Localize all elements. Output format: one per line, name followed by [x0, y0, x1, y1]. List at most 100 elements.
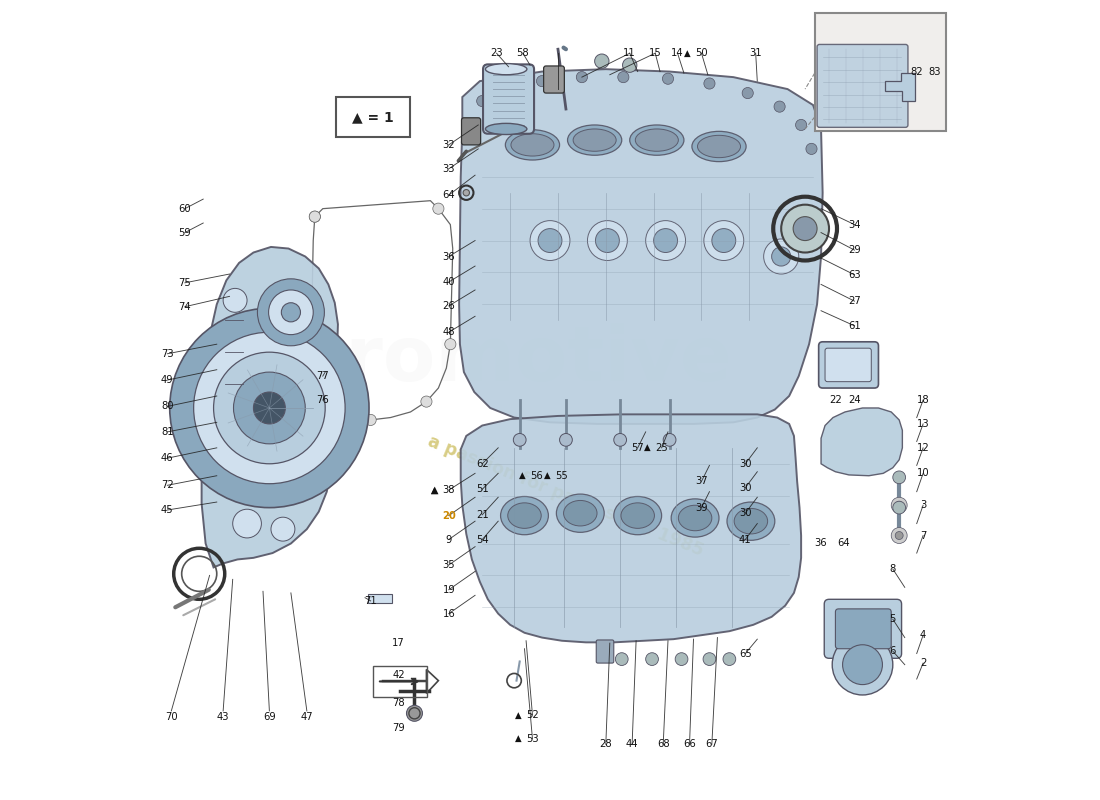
Ellipse shape — [485, 63, 527, 74]
Text: 30: 30 — [739, 458, 751, 469]
Polygon shape — [201, 247, 338, 567]
Circle shape — [587, 221, 627, 261]
Text: 72: 72 — [161, 480, 174, 490]
Circle shape — [194, 332, 345, 484]
Text: 20: 20 — [442, 510, 455, 521]
Text: 77: 77 — [317, 371, 329, 381]
Circle shape — [538, 229, 562, 253]
Text: 6: 6 — [890, 646, 896, 656]
Ellipse shape — [510, 134, 554, 156]
Text: 46: 46 — [161, 453, 174, 463]
Text: 48: 48 — [442, 327, 455, 338]
Circle shape — [781, 205, 829, 253]
Text: 64: 64 — [442, 190, 455, 200]
Polygon shape — [461, 414, 801, 642]
Text: 19: 19 — [442, 585, 455, 594]
Text: 9: 9 — [446, 534, 452, 545]
Circle shape — [407, 706, 422, 722]
FancyBboxPatch shape — [815, 13, 946, 130]
Circle shape — [742, 87, 754, 98]
Ellipse shape — [629, 125, 684, 155]
Bar — [368, 594, 393, 603]
Text: 47: 47 — [300, 712, 313, 722]
Circle shape — [595, 229, 619, 253]
Circle shape — [282, 302, 300, 322]
Text: ▲: ▲ — [515, 734, 521, 743]
Text: 79: 79 — [393, 723, 405, 734]
Text: 73: 73 — [161, 349, 174, 358]
Text: 78: 78 — [393, 698, 405, 708]
Circle shape — [595, 54, 609, 68]
Text: ▲: ▲ — [431, 486, 438, 494]
Polygon shape — [459, 69, 823, 424]
Text: 41: 41 — [739, 534, 751, 545]
Text: 51: 51 — [476, 484, 488, 494]
Text: 83: 83 — [928, 66, 940, 77]
Text: 75: 75 — [178, 278, 191, 288]
Text: 54: 54 — [476, 534, 488, 545]
Ellipse shape — [505, 130, 560, 160]
Text: 18: 18 — [916, 395, 930, 405]
Text: 30: 30 — [739, 508, 751, 518]
Circle shape — [703, 653, 716, 666]
Text: 66: 66 — [683, 739, 696, 750]
Ellipse shape — [568, 125, 622, 155]
Ellipse shape — [614, 497, 661, 534]
Circle shape — [646, 221, 685, 261]
Text: 30: 30 — [739, 482, 751, 493]
Text: 11: 11 — [624, 48, 636, 58]
Circle shape — [309, 211, 320, 222]
Text: 82: 82 — [911, 66, 923, 77]
Circle shape — [763, 239, 799, 274]
Text: 62: 62 — [476, 458, 488, 469]
Text: a passion for parts since 1985: a passion for parts since 1985 — [426, 432, 706, 559]
Text: 68: 68 — [657, 739, 670, 750]
Circle shape — [891, 498, 908, 514]
Text: 42: 42 — [393, 670, 405, 680]
Circle shape — [833, 634, 893, 695]
Text: 49: 49 — [161, 375, 174, 385]
FancyBboxPatch shape — [596, 640, 614, 663]
Text: 12: 12 — [916, 443, 930, 453]
Circle shape — [463, 190, 470, 196]
Text: 13: 13 — [916, 419, 930, 429]
Text: 33: 33 — [442, 164, 455, 174]
Text: 5: 5 — [890, 614, 896, 624]
Text: 53: 53 — [526, 734, 539, 744]
Text: ▲: ▲ — [543, 471, 550, 480]
Ellipse shape — [508, 503, 541, 528]
Circle shape — [793, 217, 817, 241]
Text: 45: 45 — [161, 505, 174, 515]
Circle shape — [646, 653, 659, 666]
Circle shape — [662, 73, 673, 84]
Text: ▲: ▲ — [431, 485, 438, 495]
Polygon shape — [884, 73, 915, 101]
Circle shape — [576, 71, 587, 82]
Circle shape — [723, 653, 736, 666]
Text: ▲ = 1: ▲ = 1 — [352, 110, 394, 124]
Text: 31: 31 — [749, 48, 762, 58]
Text: 15: 15 — [649, 48, 661, 58]
Circle shape — [774, 101, 785, 112]
Text: 44: 44 — [626, 739, 638, 750]
Ellipse shape — [485, 123, 527, 134]
Text: 81: 81 — [161, 427, 174, 437]
Ellipse shape — [563, 501, 597, 526]
Text: 4: 4 — [920, 630, 926, 640]
Circle shape — [893, 502, 905, 514]
Text: 71: 71 — [364, 596, 377, 606]
Circle shape — [704, 78, 715, 89]
Circle shape — [806, 143, 817, 154]
Text: 63: 63 — [848, 270, 861, 280]
Circle shape — [365, 414, 376, 426]
Circle shape — [893, 471, 905, 484]
Circle shape — [326, 396, 337, 407]
Text: 21: 21 — [476, 510, 488, 520]
Circle shape — [444, 338, 455, 350]
Text: 70: 70 — [165, 712, 177, 722]
Circle shape — [268, 290, 313, 334]
Text: 10: 10 — [916, 468, 930, 478]
Circle shape — [653, 229, 678, 253]
Text: 50: 50 — [695, 48, 707, 58]
Circle shape — [704, 221, 744, 261]
